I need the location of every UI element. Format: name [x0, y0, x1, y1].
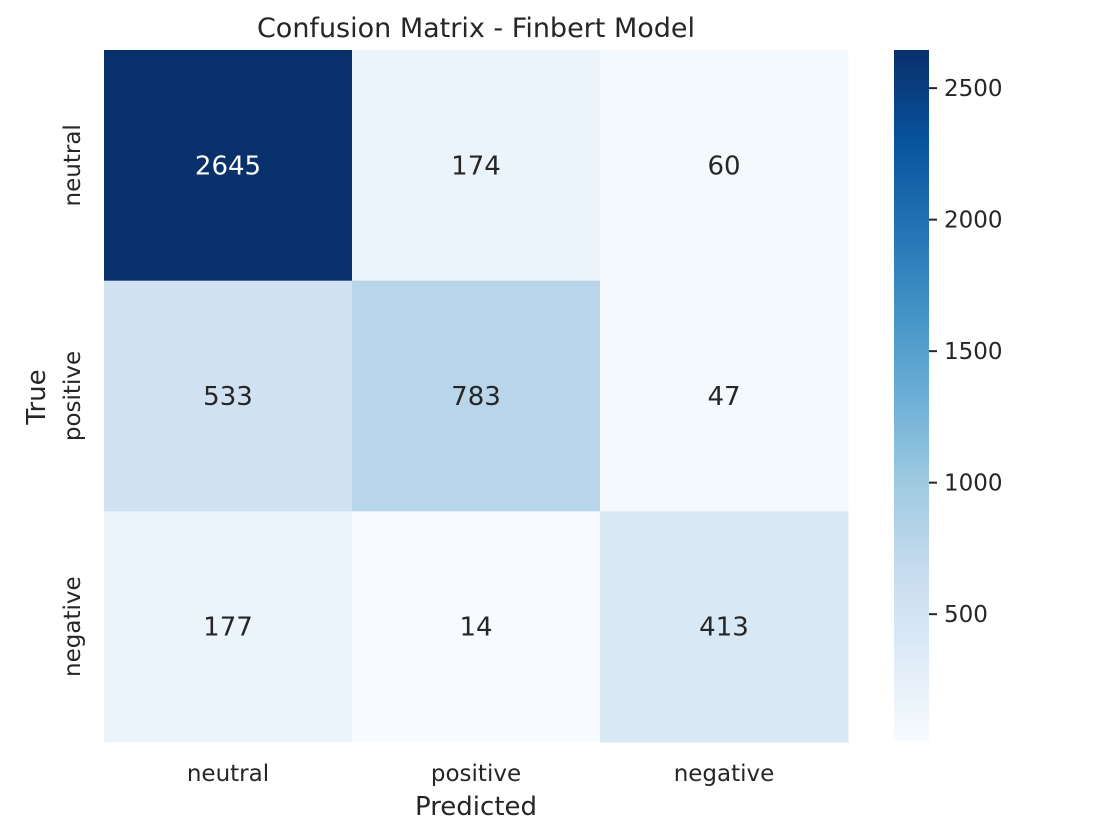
- colorbar-ticks: 500 1000 1500 2000 2500: [929, 76, 1003, 628]
- cell-value-label: 783: [451, 382, 501, 412]
- y-tick-label: neutral: [60, 124, 86, 206]
- chart-title: Confusion Matrix - Finbert Model: [257, 13, 695, 44]
- cell-value-label: 60: [707, 151, 740, 181]
- heatmap-cell: [600, 280, 849, 512]
- cell-value-label: 2645: [195, 151, 261, 181]
- heatmap-cell: [352, 511, 601, 743]
- heatmap-cell: [104, 50, 353, 282]
- cell-value-label: 174: [451, 151, 501, 181]
- colorbar-tick-label: 1500: [944, 339, 1003, 365]
- x-tick-label: negative: [674, 761, 775, 787]
- colorbar-tick-label: 500: [944, 602, 988, 628]
- heatmap-cell: [352, 50, 601, 282]
- heatmap-cell: [352, 280, 601, 512]
- cell-value-label: 413: [699, 613, 749, 643]
- y-tick-label: negative: [60, 576, 86, 677]
- x-axis-label: Predicted: [415, 792, 537, 822]
- cell-value-label: 14: [459, 613, 492, 643]
- colorbar: [894, 50, 929, 742]
- colorbar-tick-label: 2000: [944, 208, 1003, 234]
- heatmap-cell: [104, 280, 353, 512]
- colorbar-tick-label: 1000: [944, 471, 1003, 497]
- cell-value-label: 533: [203, 382, 253, 412]
- heatmap-cell: [600, 50, 849, 282]
- y-axis-label: True: [22, 369, 52, 425]
- colorbar-tick-label: 2500: [944, 76, 1003, 102]
- heatmap-cell-labels: 2645 174 60 533 783 47 177 14 413: [195, 151, 749, 642]
- y-tick-label: positive: [60, 351, 86, 441]
- y-axis-ticks: neutral positive negative: [60, 124, 86, 677]
- heatmap-cell: [104, 511, 353, 743]
- x-tick-label: neutral: [187, 761, 269, 787]
- heatmap-cells: [104, 50, 849, 743]
- x-axis-ticks: neutral positive negative: [187, 761, 774, 787]
- cell-value-label: 177: [203, 613, 253, 643]
- heatmap-cell: [600, 511, 849, 743]
- x-tick-label: positive: [431, 761, 521, 787]
- cell-value-label: 47: [707, 382, 740, 412]
